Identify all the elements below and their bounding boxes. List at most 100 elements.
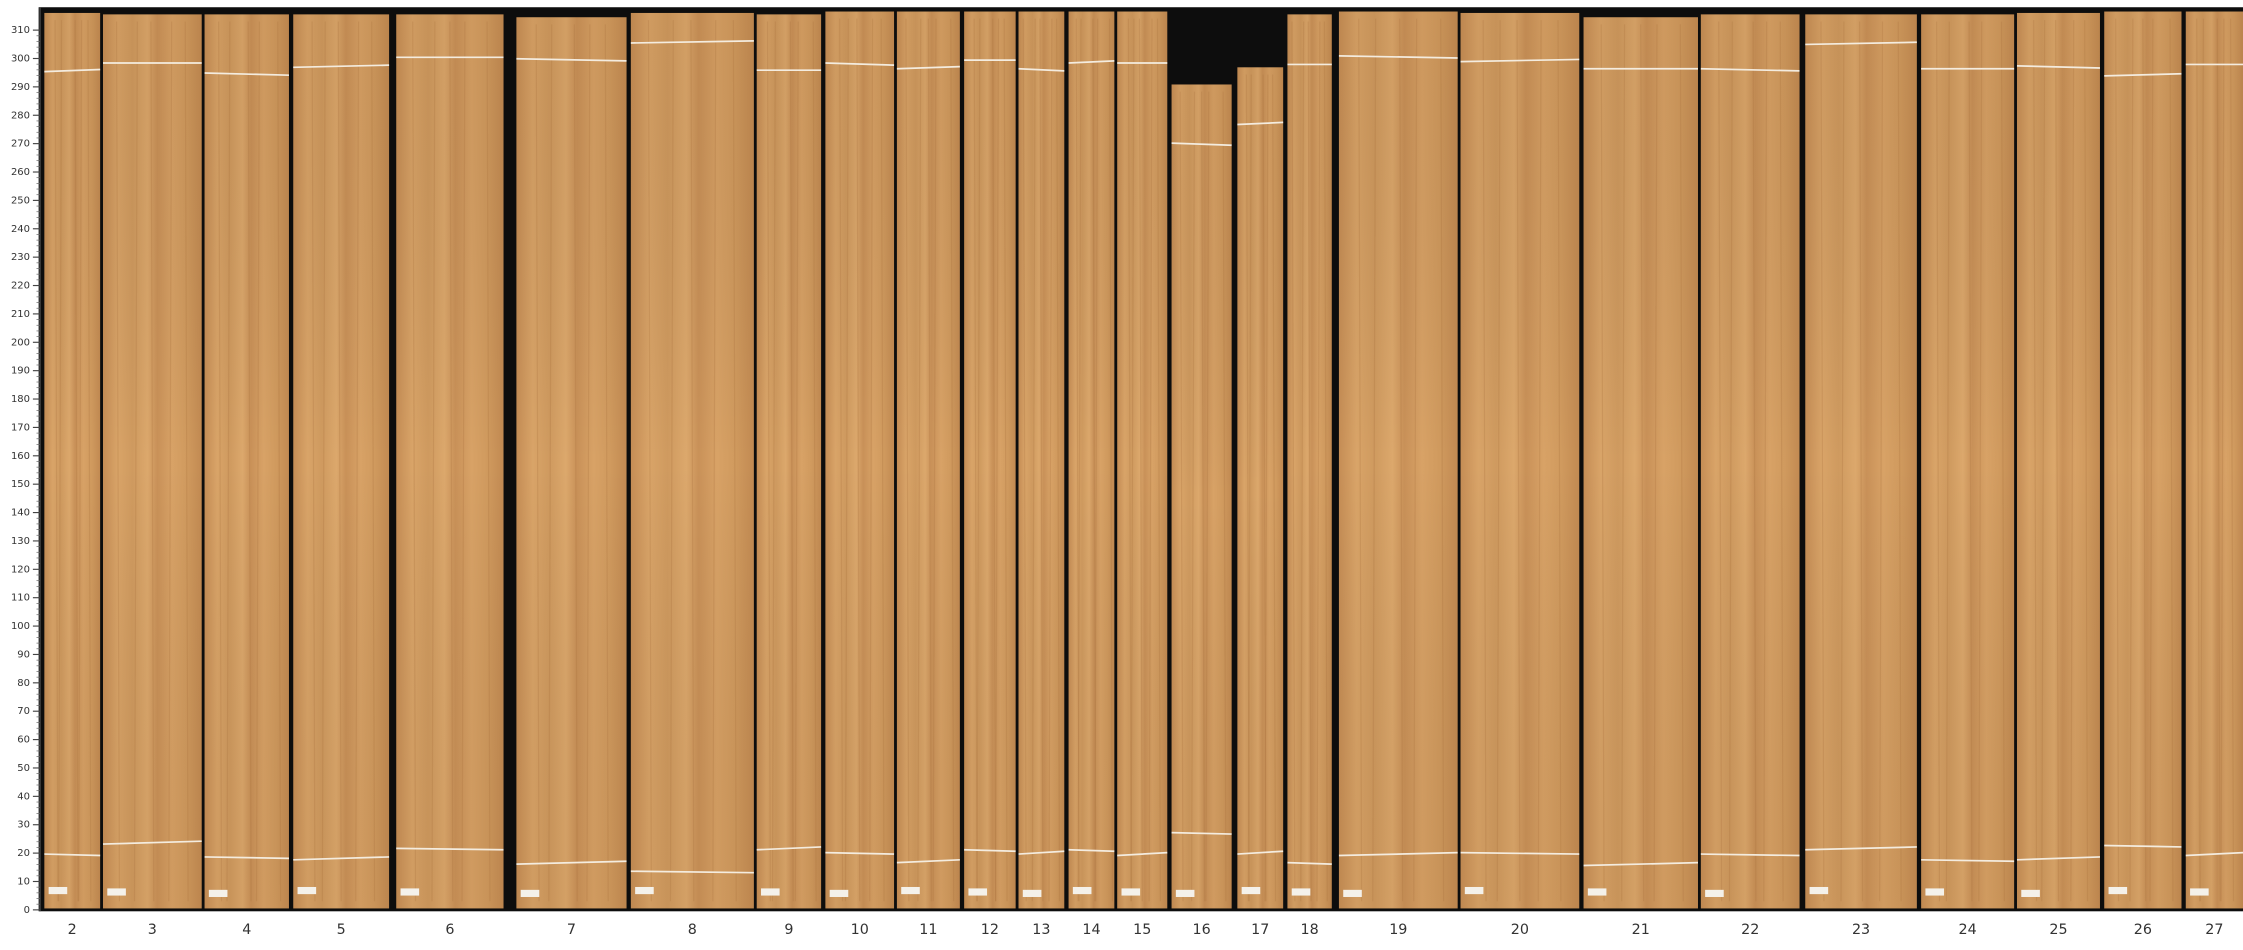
board-tag — [1587, 888, 1607, 896]
grain — [1138, 18, 1143, 902]
grain — [789, 21, 794, 902]
cut-mark — [825, 851, 895, 855]
cut-mark — [396, 847, 504, 851]
grain — [1156, 18, 1161, 902]
grain — [2216, 18, 2221, 902]
grain — [927, 18, 932, 902]
ruler-label: 80 — [17, 678, 30, 689]
board-shade — [825, 11, 895, 909]
board-label: 12 — [981, 922, 999, 938]
grain — [1718, 21, 1723, 902]
board-label: 22 — [1741, 922, 1759, 938]
grain — [669, 20, 674, 902]
grain — [1300, 21, 1305, 902]
cut-mark — [44, 853, 101, 857]
board-label: 25 — [2049, 922, 2067, 938]
board-tag — [208, 889, 228, 897]
grain — [1482, 20, 1487, 902]
board-tag — [1809, 886, 1829, 895]
grain — [1779, 21, 1784, 902]
grain — [1094, 18, 1099, 902]
grain — [1537, 20, 1542, 902]
grain — [1191, 91, 1196, 902]
grain — [869, 18, 874, 902]
cut-mark — [1700, 853, 1800, 857]
board-shade — [293, 14, 390, 909]
grain — [973, 18, 978, 902]
board-shade — [896, 11, 960, 909]
grain — [1003, 18, 1008, 902]
cut-mark — [1237, 121, 1284, 126]
ruler-label: 260 — [11, 167, 30, 178]
grain — [1516, 20, 1521, 902]
grain — [218, 21, 223, 902]
grain — [1820, 21, 1825, 902]
board-label: 4 — [242, 922, 251, 938]
cut-mark — [1700, 67, 1800, 72]
grain — [2084, 20, 2089, 902]
cut-mark — [1117, 851, 1168, 857]
board-tag — [2021, 889, 2040, 897]
ruler-label: 250 — [11, 195, 30, 206]
grain — [1127, 18, 1132, 902]
board-tag — [2108, 886, 2128, 895]
board-label: 13 — [1032, 922, 1050, 938]
ruler-label: 130 — [11, 536, 30, 547]
grain — [1109, 18, 1114, 902]
grain — [311, 21, 316, 902]
grain — [1879, 21, 1884, 902]
cut-mark — [1068, 60, 1115, 64]
board-shade — [396, 14, 504, 909]
grain — [337, 21, 342, 902]
ruler-label: 40 — [17, 791, 30, 802]
board-label: 19 — [1389, 922, 1407, 938]
cut-mark — [896, 65, 960, 70]
cut-mark — [1171, 831, 1232, 835]
ruler-label: 170 — [11, 422, 30, 433]
ruler-label: 280 — [11, 110, 30, 121]
board-shade — [1171, 84, 1232, 909]
ruler-label: 50 — [17, 763, 30, 774]
ruler-label: 100 — [11, 621, 30, 632]
grain — [1148, 18, 1153, 902]
grain — [1763, 21, 1768, 902]
grain — [2169, 18, 2174, 902]
grain — [355, 21, 360, 902]
board-shade — [1583, 17, 1698, 909]
ruler-label: 0 — [24, 905, 30, 916]
board-tag — [1343, 889, 1362, 897]
ruler-label: 310 — [11, 25, 30, 36]
grain — [87, 20, 92, 902]
grain — [732, 20, 737, 902]
board-shade — [2185, 11, 2243, 909]
grain — [917, 18, 922, 902]
grain — [2230, 18, 2235, 902]
grain — [1075, 18, 1080, 902]
cut-mark — [1018, 67, 1065, 72]
board-shade — [204, 14, 289, 909]
board-shade — [1460, 12, 1580, 909]
grain — [184, 21, 189, 902]
board-label: 16 — [1193, 922, 1211, 938]
board-label: 11 — [919, 922, 937, 938]
cut-mark — [2016, 856, 2100, 861]
board-label: 23 — [1852, 922, 1870, 938]
grain — [1440, 18, 1445, 902]
grain — [2033, 20, 2038, 902]
grain — [431, 21, 436, 902]
grain — [150, 21, 155, 902]
cut-mark — [1460, 58, 1580, 63]
grain — [1247, 74, 1252, 902]
grain — [78, 20, 83, 902]
board-tag — [901, 886, 920, 895]
board-shade — [2016, 12, 2100, 909]
grain — [2055, 20, 2060, 902]
cut-mark — [2185, 851, 2243, 857]
board-label: 10 — [851, 922, 869, 938]
grain — [712, 20, 717, 902]
cut-mark — [293, 64, 390, 69]
grain — [1272, 74, 1277, 902]
ruler-label: 70 — [17, 706, 30, 717]
grain — [58, 20, 63, 902]
